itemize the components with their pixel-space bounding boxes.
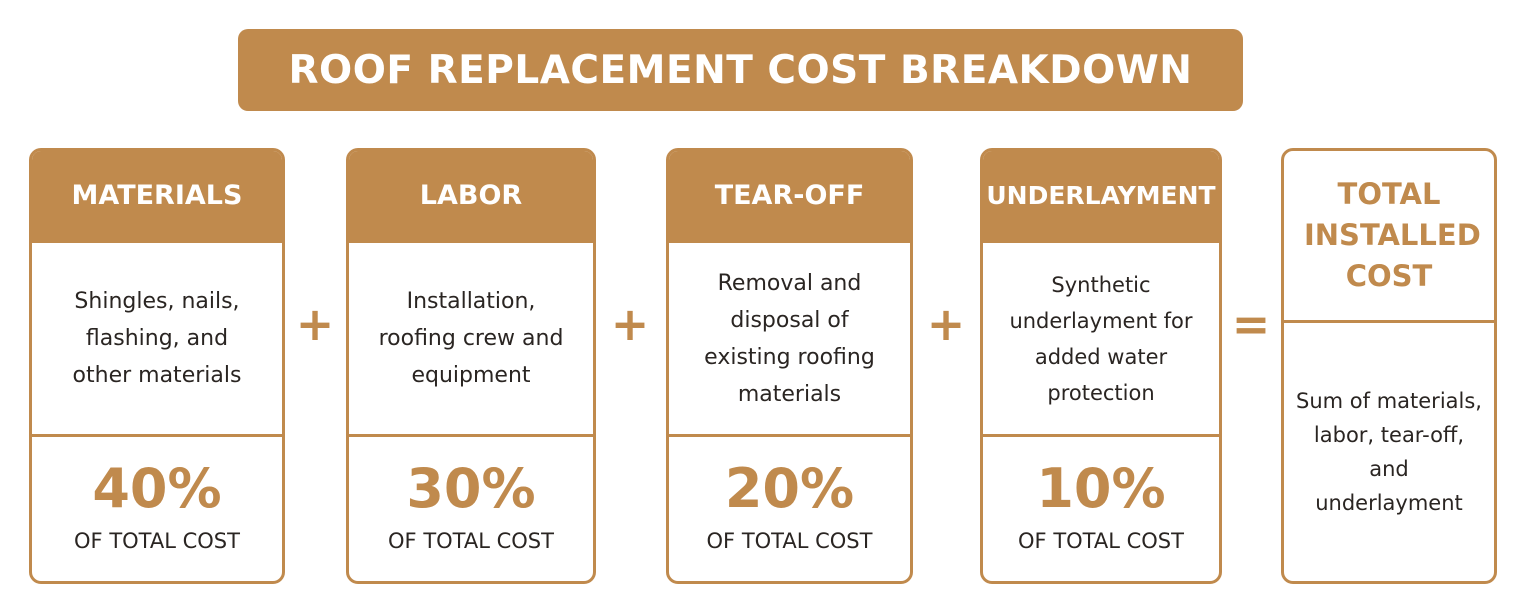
card-header: LABOR [349, 151, 593, 243]
card-footer: 10% OF TOTAL COST [983, 437, 1219, 581]
card-percent-label: OF TOTAL COST [74, 529, 240, 553]
card-body: Removal and disposal of existing roofing… [669, 243, 910, 437]
card-footer: 40% OF TOTAL COST [32, 437, 282, 581]
component-card-labor: LABOR Installation, roofing crew and equ… [346, 148, 596, 584]
card-footer: 20% OF TOTAL COST [669, 437, 910, 581]
component-card-tear-off: TEAR-OFF Removal and disposal of existin… [666, 148, 913, 584]
plus-operator: + [926, 297, 966, 351]
card-percent-label: OF TOTAL COST [1018, 529, 1184, 553]
card-description: Installation, roofing crew and equipment [378, 289, 564, 388]
card-header: TEAR-OFF [669, 151, 910, 243]
card-title: MATERIALS [71, 180, 243, 211]
card-percent: 20% [724, 457, 855, 520]
card-description: Removal and disposal of existing roofing… [704, 270, 875, 407]
title-banner: ROOF REPLACEMENT COST BREAKDOWN [238, 29, 1243, 111]
card-body: Synthetic underlayment for added water p… [983, 243, 1219, 437]
card-percent-label: OF TOTAL COST [706, 529, 873, 553]
card-description: Shingles, nails, flashing, and other mat… [72, 289, 242, 388]
total-description: Sum of materials, labor, tear-off, and u… [1296, 389, 1482, 515]
card-body: Shingles, nails, flashing, and other mat… [32, 243, 282, 437]
card-title: UNDERLAYMENT [986, 181, 1216, 210]
card-percent: 40% [92, 457, 222, 520]
equals-operator: = [1231, 297, 1271, 351]
total-title: TOTAL INSTALLED COST [1304, 177, 1481, 293]
total-header: TOTAL INSTALLED COST [1284, 151, 1494, 323]
card-header: MATERIALS [32, 151, 282, 243]
card-body: Installation, roofing crew and equipment [349, 243, 593, 437]
page-title: ROOF REPLACEMENT COST BREAKDOWN [288, 47, 1193, 93]
plus-operator: + [295, 297, 335, 351]
card-footer: 30% OF TOTAL COST [349, 437, 593, 581]
card-title: LABOR [419, 180, 523, 211]
total-body: Sum of materials, labor, tear-off, and u… [1284, 323, 1494, 581]
plus-operator: + [610, 297, 650, 351]
card-percent: 10% [1036, 457, 1166, 520]
card-percent-label: OF TOTAL COST [388, 529, 554, 553]
card-description: Synthetic underlayment for added water p… [1009, 272, 1193, 405]
component-card-underlayment: UNDERLAYMENT Synthetic underlayment for … [980, 148, 1222, 584]
component-card-materials: MATERIALS Shingles, nails, flashing, and… [29, 148, 285, 584]
card-title: TEAR-OFF [714, 180, 865, 211]
card-percent: 30% [406, 457, 536, 520]
total-card: TOTAL INSTALLED COST Sum of materials, l… [1281, 148, 1497, 584]
card-header: UNDERLAYMENT [983, 151, 1219, 243]
